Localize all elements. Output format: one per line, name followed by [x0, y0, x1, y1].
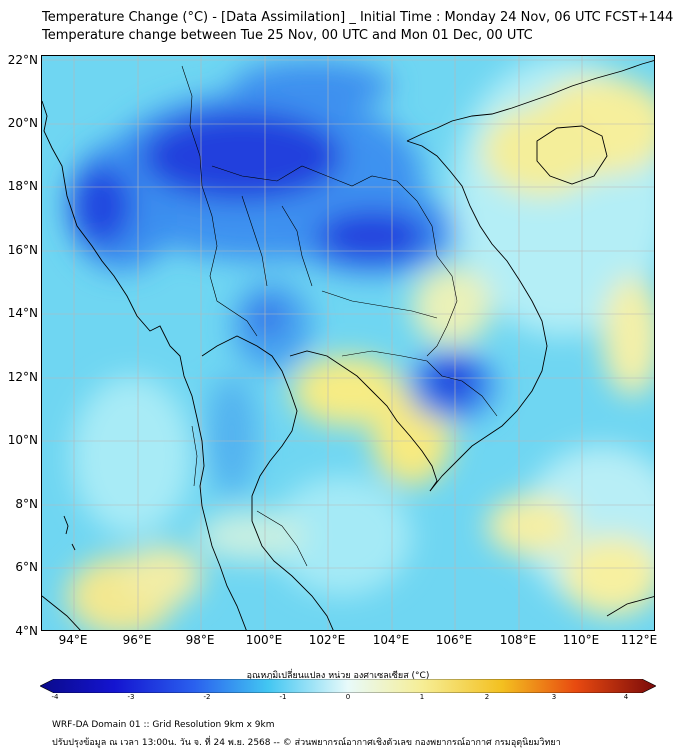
- footer-credit: ปรับปรุงข้อมูล ณ เวลา 13:00น. วัน จ. ที่…: [52, 738, 561, 748]
- lat-label: 18°N: [7, 179, 38, 193]
- colorbar-title: อุณหภูมิเปลี่ยนแปลง หน่วย องศาเซลเซียส (…: [246, 671, 430, 681]
- lon-label: 96°E: [122, 633, 152, 647]
- lat-label: 14°N: [7, 306, 38, 320]
- lat-label: 8°N: [15, 497, 38, 511]
- colorbar-tick: -3: [127, 693, 135, 701]
- coastlines: [42, 60, 654, 630]
- colorbar-tick: -4: [51, 693, 59, 701]
- colorbar: [39, 678, 657, 694]
- chart-subtitle: Temperature change between Tue 25 Nov, 0…: [42, 28, 533, 43]
- lat-label: 10°N: [7, 433, 38, 447]
- lat-label: 6°N: [15, 560, 38, 574]
- colorbar-tick: 2: [484, 693, 490, 701]
- lon-label: 98°E: [185, 633, 215, 647]
- lon-label: 102°E: [308, 633, 346, 647]
- map-panel: [41, 55, 655, 631]
- temperature-map: [42, 56, 654, 630]
- lon-label: 104°E: [372, 633, 410, 647]
- lon-label: 112°E: [620, 633, 658, 647]
- lon-label: 106°E: [435, 633, 473, 647]
- chart-title: Temperature Change (°C) - [Data Assimila…: [42, 10, 674, 25]
- colorbar-tick: -1: [279, 693, 287, 701]
- colorbar-tick: -2: [203, 693, 211, 701]
- lat-label: 12°N: [7, 370, 38, 384]
- lon-label: 94°E: [58, 633, 88, 647]
- footer-model-info: WRF-DA Domain 01 :: Grid Resolution 9km …: [52, 720, 275, 730]
- colorbar-tick: 0: [345, 693, 351, 701]
- lon-label: 108°E: [499, 633, 537, 647]
- colorbar-tick: 3: [551, 693, 557, 701]
- lat-label: 20°N: [7, 116, 38, 130]
- graticule: [42, 56, 654, 630]
- colorbar-graphic: [39, 678, 657, 694]
- lon-label: 100°E: [245, 633, 283, 647]
- lat-label: 22°N: [7, 53, 38, 67]
- lat-label: 4°N: [15, 624, 38, 638]
- lon-label: 110°E: [562, 633, 600, 647]
- temperature-field: [67, 56, 654, 630]
- lat-label: 16°N: [7, 243, 38, 257]
- colorbar-tick: 1: [419, 693, 425, 701]
- colorbar-tick: 4: [623, 693, 629, 701]
- country-borders: [181, 65, 498, 567]
